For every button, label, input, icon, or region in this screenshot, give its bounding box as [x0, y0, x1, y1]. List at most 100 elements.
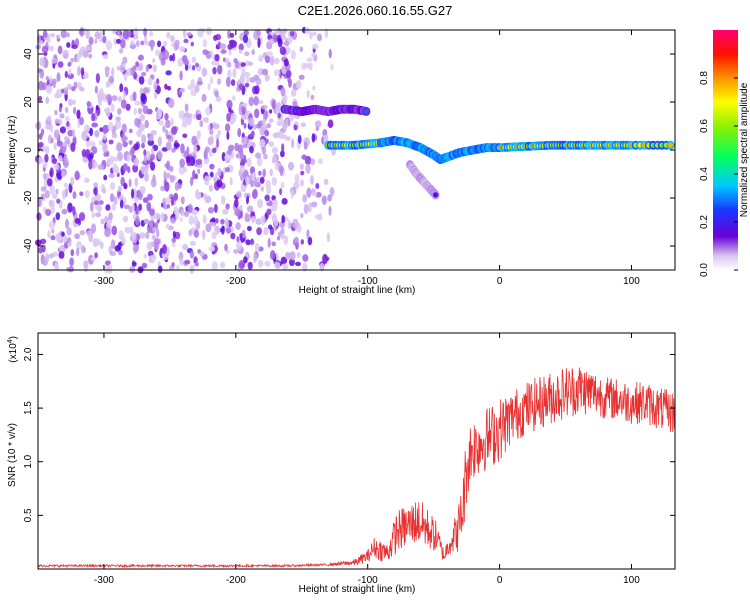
- spectrogram-noise-cell: [213, 35, 218, 41]
- spectrogram-noise-cell: [257, 199, 264, 209]
- spectrogram-noise-cell: [253, 253, 257, 263]
- spectrogram-noise-cell: [61, 208, 68, 215]
- spectrogram-noise-cell: [157, 150, 163, 160]
- spectrogram-noise-cell: [323, 134, 329, 140]
- spectrogram-noise-cell: [202, 214, 207, 224]
- spectrogram-noise-cell: [266, 208, 272, 216]
- spectrogram-noise-cell: [195, 191, 202, 200]
- colorbar-tick-label: 0.6: [699, 119, 710, 133]
- spectrogram-noise-cell: [179, 257, 184, 266]
- spectrogram-noise-cell: [131, 203, 135, 212]
- spectrogram-noise-cell: [204, 195, 212, 204]
- spectrogram-noise-cell: [70, 176, 75, 186]
- spectrogram-noise-cell: [255, 218, 262, 225]
- spectrogram-noise-cell: [58, 106, 62, 113]
- spectrogram-ylabel: Frequency (Hz): [7, 116, 18, 185]
- spectrogram-noise-cell: [89, 127, 94, 137]
- spectrogram-noise-cell: [134, 177, 139, 187]
- spectrogram-noise-cell: [201, 93, 207, 102]
- snr-ytick-label: 1.5: [23, 401, 34, 415]
- spectrogram-noise-cell: [190, 41, 194, 47]
- spectrogram-noise-cell: [242, 34, 249, 44]
- spectrogram-noise-cell: [116, 142, 123, 152]
- spectrogram-noise-cell: [94, 252, 98, 259]
- spectrogram-noise-cell: [283, 40, 290, 47]
- snr-series-line: [37, 367, 676, 569]
- spectrogram-noise-cell: [49, 33, 56, 38]
- spectrogram-noise-cell: [51, 157, 58, 165]
- spectrogram-noise-cell: [238, 43, 244, 51]
- spectrogram-noise-cell: [50, 235, 56, 241]
- spectrogram-noise-cell: [65, 116, 70, 122]
- spectrogram-noise-cell: [173, 192, 178, 201]
- spectrogram-noise-cell: [143, 149, 147, 157]
- spectrogram-noise-cell: [55, 212, 61, 221]
- spectrogram-noise-cell: [236, 236, 240, 243]
- spectrogram-noise-cell: [141, 262, 148, 269]
- snr-xtick-label: 0: [497, 575, 503, 586]
- spectrogram-noise-cell: [59, 246, 63, 252]
- spectrogram-noise-cell: [116, 29, 121, 36]
- spectrogram-noise-cell: [300, 122, 307, 128]
- spectrogram-noise-cell: [265, 180, 271, 190]
- spectrogram-noise-cell: [148, 133, 154, 142]
- spectrogram-noise-cell: [302, 194, 308, 203]
- spectrogram-noise-cell: [263, 227, 269, 236]
- spectrogram-noise-cell: [50, 205, 55, 215]
- spectrogram-noise-cell: [217, 64, 223, 75]
- spectrogram-noise-cell: [208, 148, 213, 158]
- spectrogram-noise-cell: [266, 187, 272, 195]
- spectrogram-noise-cell: [42, 30, 48, 38]
- spectrogram-noise-cell: [214, 171, 219, 181]
- spectrogram-noise-cell: [160, 212, 165, 222]
- spectrogram-noise-cell: [210, 76, 213, 85]
- spectrogram-noise-cell: [308, 62, 313, 71]
- spectrogram-feature-cell: [363, 108, 369, 114]
- spectrogram-noise-cell: [83, 260, 89, 269]
- spectrogram-noise-cell: [111, 132, 118, 139]
- snr-series: [37, 367, 676, 569]
- spectrogram-noise-cell: [120, 99, 127, 109]
- spectrogram-noise-cell: [94, 85, 98, 94]
- colorbar-gradient: [713, 30, 738, 270]
- spectrogram-noise-cell: [80, 46, 87, 53]
- spectrogram-noise-cell: [137, 54, 144, 61]
- spectrogram-noise-cell: [133, 158, 140, 167]
- spectrogram-noise-cell: [224, 154, 231, 162]
- spectrogram-noise-cell: [274, 29, 280, 35]
- spectrogram-noise-cell: [315, 126, 320, 132]
- spectrogram-noise-cell: [197, 27, 204, 38]
- spectrogram-noise-cell: [85, 45, 92, 52]
- spectrogram-noise-cell: [73, 233, 81, 240]
- spectrogram-noise-cell: [268, 118, 274, 123]
- spectrogram-noise-cell: [289, 31, 295, 37]
- spectrogram-noise-cell: [136, 40, 140, 48]
- spectrogram-noise-cell: [226, 249, 230, 254]
- snr-ytick-label: 1.0: [23, 454, 34, 468]
- spectrogram-noise-cell: [217, 168, 222, 177]
- spectrogram-noise-cell: [222, 57, 226, 63]
- spectrogram-noise-cell: [213, 246, 218, 252]
- spectrogram-noise-cell: [197, 168, 201, 174]
- spectrogram-noise-cell: [144, 119, 149, 129]
- spectrogram-noise-cell: [106, 150, 110, 157]
- spectrogram-noise-cell: [105, 93, 112, 101]
- spectrogram-noise-cell: [261, 104, 268, 110]
- spectrogram-noise-cell: [290, 89, 297, 97]
- spectrogram-noise-cell: [183, 59, 190, 66]
- spectrogram-noise-cell: [171, 262, 175, 267]
- spectrogram-noise-cell: [143, 35, 148, 46]
- spectrogram-noise-cell: [164, 172, 171, 179]
- spectrogram-noise-cell: [173, 142, 180, 148]
- spectrogram-noise-cell: [219, 261, 226, 269]
- spectrogram-noise-cell: [153, 238, 161, 246]
- spectrogram-noise-cell: [136, 129, 142, 138]
- spectrogram-noise-cell: [96, 92, 104, 100]
- spectrogram-noise-cell: [255, 123, 262, 129]
- spectrogram-noise-cell: [104, 66, 111, 72]
- spectrogram-noise-cell: [248, 117, 255, 127]
- spectrogram-noise-cell: [99, 241, 104, 250]
- spectrogram-noise-cell: [49, 45, 54, 52]
- spectrogram-noise-cell: [111, 203, 117, 211]
- spectrogram-noise-cell: [121, 133, 126, 144]
